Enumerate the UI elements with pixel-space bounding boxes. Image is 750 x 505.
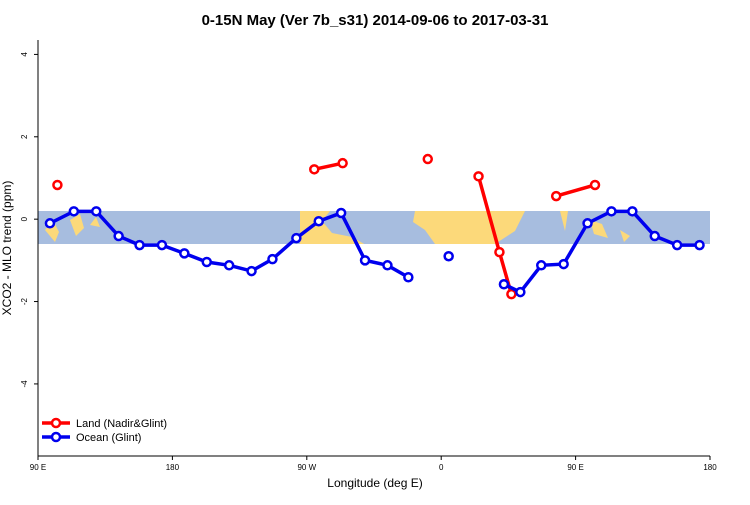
legend-label: Ocean (Glint) <box>76 432 141 444</box>
data-point <box>44 218 56 229</box>
x-tick-label: 90 E <box>567 463 583 472</box>
data-point <box>550 190 562 202</box>
series-line <box>503 209 700 295</box>
data-point <box>68 206 80 217</box>
x-tick-label: 180 <box>703 463 717 472</box>
data-point <box>443 250 454 262</box>
data-point <box>536 260 547 271</box>
data-point <box>223 260 235 271</box>
data-point <box>52 179 63 191</box>
x-tick-label: 90 E <box>30 463 46 472</box>
x-tick-label: 0 <box>439 463 444 472</box>
data-point <box>113 230 124 242</box>
legend-marker <box>50 417 62 429</box>
data-point <box>134 239 145 251</box>
data-point <box>506 288 517 300</box>
data-point <box>313 215 324 227</box>
data-point <box>359 255 371 266</box>
legend-marker <box>50 431 62 443</box>
data-point <box>309 164 320 175</box>
data-point <box>90 206 102 217</box>
series-line <box>555 183 596 198</box>
x-axis-label: Longitude (deg E) <box>327 476 422 490</box>
chart-title: 0-15N May (Ver 7b_s31) 2014-09-06 to 201… <box>202 12 549 29</box>
data-point <box>494 246 505 258</box>
x-tick-label: 90 W <box>297 463 316 472</box>
data-point <box>246 265 257 277</box>
data-point <box>558 258 569 270</box>
y-axis-label: XCO2 - MLO trend (ppm) <box>0 181 14 316</box>
data-point <box>671 239 683 251</box>
data-point <box>382 260 393 271</box>
data-point <box>337 157 348 169</box>
data-point <box>267 253 278 265</box>
data-point <box>589 179 601 191</box>
y-tick-label: -2 <box>20 297 29 305</box>
y-tick-label: -4 <box>20 380 29 388</box>
legend-label: Land (Nadir&Glint) <box>76 418 167 430</box>
data-point <box>606 206 617 217</box>
data-point <box>515 286 526 298</box>
data-point <box>335 207 347 219</box>
data-point <box>403 271 414 283</box>
data-point <box>422 153 434 165</box>
data-point <box>498 278 510 290</box>
data-point <box>201 256 212 268</box>
y-tick-label: 4 <box>20 52 29 57</box>
data-point <box>473 171 484 182</box>
y-tick-label: 2 <box>20 134 29 139</box>
data-point <box>627 206 638 217</box>
data-point <box>156 239 168 251</box>
x-tick-label: 180 <box>166 463 180 472</box>
data-point <box>291 232 302 244</box>
y-tick-label: 0 <box>20 216 29 221</box>
data-point <box>179 248 190 259</box>
data-point <box>649 230 660 242</box>
data-point <box>694 239 705 251</box>
data-point <box>582 218 593 229</box>
